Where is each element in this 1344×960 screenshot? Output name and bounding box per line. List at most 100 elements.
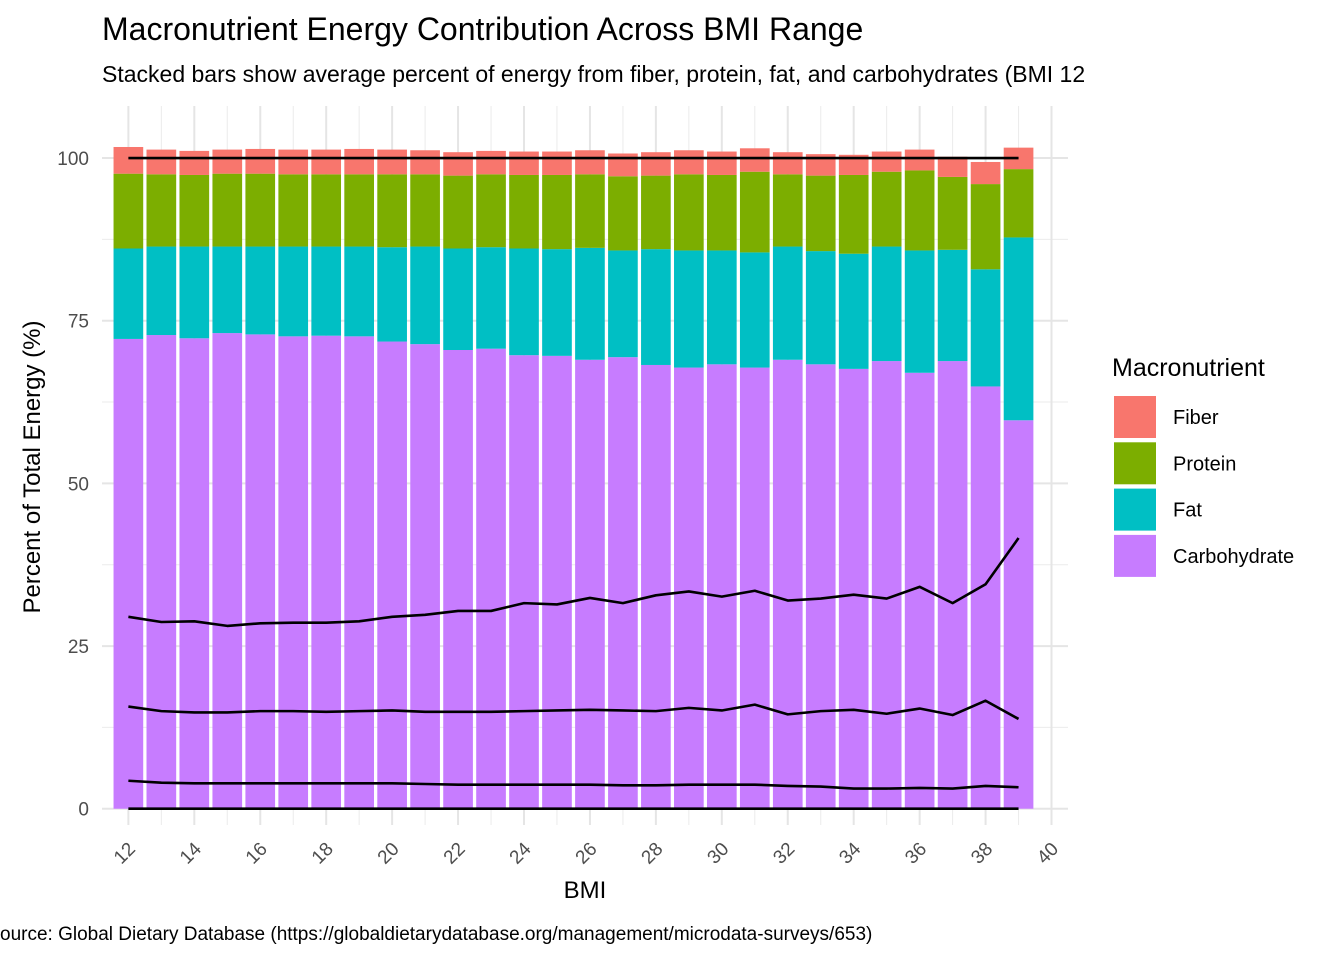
x-tick-label: 18: [308, 839, 338, 869]
bar-fat-32: [772, 246, 803, 360]
legend-label-fat: Fat: [1173, 500, 1202, 522]
x-tick-label: 30: [704, 839, 734, 869]
bar-carbohydrate-30: [706, 364, 737, 809]
bar-carbohydrate-14: [179, 338, 210, 809]
bar-carbohydrate-26: [575, 359, 605, 809]
bar-fiber-20: [377, 149, 407, 175]
overlay-line-3: [128, 537, 1020, 628]
bar-carbohydrate-13: [146, 335, 177, 809]
bar-fat-30: [706, 250, 737, 365]
chart-subtitle: Stacked bars show average percent of ene…: [102, 61, 1085, 87]
bar-carbohydrate-37: [937, 361, 968, 809]
bar-fiber-28: [641, 152, 671, 176]
legend-label-carbohydrate: Carbohydrate: [1173, 546, 1294, 568]
bar-fat-23: [476, 247, 506, 349]
bar-fiber-12: [113, 146, 144, 174]
y-tick-label: 0: [78, 800, 89, 821]
legend-key-protein: [1114, 442, 1156, 485]
bar-protein-38: [970, 184, 1001, 270]
chart-title: Macronutrient Energy Contribution Across…: [102, 11, 863, 47]
y-tick-label: 75: [68, 312, 89, 333]
bar-fiber-13: [146, 149, 177, 175]
bar-fiber-19: [344, 148, 374, 175]
bar-protein-28: [641, 175, 671, 250]
bar-carbohydrate-29: [674, 367, 704, 809]
bar-fiber-24: [509, 151, 539, 175]
bar-carbohydrate-33: [805, 364, 836, 809]
bar-fat-26: [575, 247, 605, 360]
x-tick-label: 28: [638, 839, 668, 869]
bar-fat-24: [509, 248, 539, 356]
bar-carbohydrate-31: [739, 367, 770, 809]
bar-protein-23: [476, 174, 506, 248]
bar-fat-37: [937, 249, 968, 362]
bar-protein-17: [278, 174, 309, 247]
bar-protein-37: [937, 176, 968, 250]
bar-fiber-37: [937, 156, 968, 177]
bar-fiber-26: [575, 150, 605, 175]
bar-fiber-15: [212, 149, 243, 174]
legend-label-protein: Protein: [1173, 453, 1236, 475]
bar-fiber-17: [278, 149, 309, 175]
bar-fat-22: [443, 248, 473, 351]
bar-protein-32: [772, 174, 803, 247]
bar-fat-27: [608, 250, 638, 358]
bar-fat-35: [871, 246, 902, 362]
bar-fat-29: [674, 250, 704, 368]
bar-fat-25: [542, 249, 572, 356]
bar-protein-14: [179, 174, 210, 247]
x-tick-label: 20: [374, 839, 404, 869]
bar-protein-33: [805, 175, 836, 252]
bar-carbohydrate-28: [641, 364, 671, 809]
bar-protein-18: [311, 174, 342, 247]
bar-fiber-36: [904, 149, 935, 171]
bar-fiber-21: [410, 150, 440, 175]
bar-fat-38: [970, 269, 1001, 387]
bar-protein-15: [212, 173, 243, 247]
bar-fiber-30: [706, 151, 737, 175]
bar-carbohydrate-39: [1003, 420, 1034, 809]
bar-carbohydrate-21: [410, 344, 440, 809]
bar-fat-33: [805, 251, 836, 365]
bar-carbohydrate-15: [212, 333, 243, 809]
bar-fiber-16: [245, 148, 276, 174]
x-tick-label: 22: [440, 839, 470, 869]
bar-fiber-18: [311, 149, 342, 175]
x-tick-label: 26: [572, 839, 602, 869]
x-tick-label: 32: [769, 839, 799, 869]
bar-fiber-34: [838, 154, 869, 175]
legend: Fiber Protein Fat Carbohydrate: [1114, 396, 1294, 577]
x-tick-label: 24: [506, 838, 536, 868]
bar-carbohydrate-18: [311, 335, 342, 809]
bar-fiber-38: [970, 161, 1001, 185]
bar-carbohydrate-17: [278, 336, 309, 809]
bar-protein-34: [838, 174, 869, 254]
bar-carbohydrate-32: [772, 359, 803, 809]
bar-fiber-32: [772, 152, 803, 175]
bar-carbohydrate-22: [443, 350, 473, 809]
bar-protein-36: [904, 170, 935, 251]
bar-fiber-25: [542, 151, 572, 175]
legend-key-fat: [1114, 488, 1156, 531]
bar-carbohydrate-12: [113, 338, 144, 809]
bar-fat-28: [641, 249, 671, 365]
x-tick-label: 38: [967, 839, 997, 869]
bar-fat-20: [377, 247, 407, 342]
bar-protein-19: [344, 174, 374, 247]
bar-fat-13: [146, 246, 177, 336]
bar-protein-39: [1003, 169, 1034, 238]
x-tick-label: 36: [901, 839, 931, 869]
bar-protein-22: [443, 175, 473, 249]
bar-protein-24: [509, 174, 539, 249]
x-tick-label: 12: [110, 839, 140, 869]
bar-fat-15: [212, 246, 243, 334]
bar-fiber-33: [805, 154, 836, 176]
bar-fat-17: [278, 246, 309, 337]
legend-key-fiber: [1114, 396, 1156, 438]
bar-fiber-29: [674, 150, 704, 175]
bar-protein-12: [113, 173, 144, 249]
bar-fiber-14: [179, 150, 210, 175]
bar-fat-31: [739, 252, 770, 368]
x-tick-label: 16: [242, 839, 272, 869]
